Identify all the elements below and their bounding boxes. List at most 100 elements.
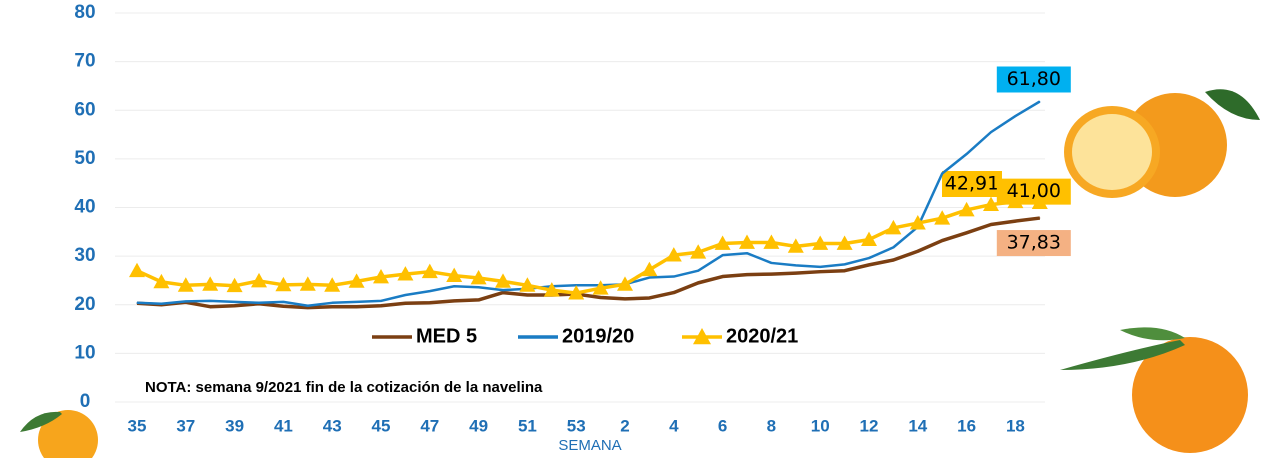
x-tick-label: 10 xyxy=(811,416,830,435)
point xyxy=(1039,101,1040,102)
point xyxy=(795,273,796,274)
point xyxy=(844,270,845,271)
point xyxy=(259,302,260,303)
point xyxy=(454,286,455,287)
point xyxy=(649,297,650,298)
point xyxy=(454,300,455,301)
point xyxy=(722,255,723,256)
point xyxy=(405,295,406,296)
x-tick-label: 47 xyxy=(420,416,439,435)
point xyxy=(429,291,430,292)
y-tick-label: 40 xyxy=(74,197,95,218)
point xyxy=(966,232,967,233)
chart: NOTA: semana 9/2021 fin de la cotización… xyxy=(0,0,1262,458)
point xyxy=(698,282,699,283)
x-tick-label: 53 xyxy=(567,416,586,435)
point xyxy=(991,224,992,225)
point xyxy=(747,253,748,254)
point xyxy=(381,300,382,301)
point xyxy=(332,302,333,303)
point xyxy=(600,297,601,298)
x-tick-label: 43 xyxy=(323,416,342,435)
x-tick-label: 51 xyxy=(518,416,537,435)
point xyxy=(283,301,284,302)
series-line xyxy=(137,218,1040,308)
orange-illustration xyxy=(1060,327,1248,453)
x-tick-label: 45 xyxy=(372,416,391,435)
point xyxy=(210,306,211,307)
point xyxy=(942,173,943,174)
point xyxy=(478,287,479,288)
point xyxy=(210,300,211,301)
point xyxy=(625,298,626,299)
point xyxy=(844,264,845,265)
point xyxy=(869,264,870,265)
value-label: 37,83 xyxy=(1007,232,1061,254)
y-tick-label: 20 xyxy=(74,294,95,315)
point xyxy=(966,154,967,155)
point xyxy=(527,295,528,296)
x-tick-label: 16 xyxy=(957,416,976,435)
marker xyxy=(129,263,145,277)
y-tick-label: 70 xyxy=(74,51,95,72)
legend-label: 2019/20 xyxy=(562,325,634,347)
point xyxy=(869,258,870,259)
point xyxy=(332,306,333,307)
point xyxy=(478,299,479,300)
legend-label: 2020/21 xyxy=(726,325,798,347)
x-tick-label: 41 xyxy=(274,416,293,435)
point xyxy=(1015,221,1016,222)
point xyxy=(307,307,308,308)
value-label: 61,80 xyxy=(1007,68,1061,90)
x-tick-label: 14 xyxy=(908,416,927,435)
point xyxy=(771,262,772,263)
point xyxy=(429,302,430,303)
point xyxy=(893,260,894,261)
point xyxy=(942,240,943,241)
point xyxy=(185,301,186,302)
x-tick-label: 12 xyxy=(860,416,879,435)
point xyxy=(698,270,699,271)
point xyxy=(356,301,357,302)
x-tick-label: 8 xyxy=(767,416,776,435)
annotation: 42,91 xyxy=(945,173,999,195)
point xyxy=(503,290,504,291)
point xyxy=(820,266,821,267)
x-tick-label: 49 xyxy=(469,416,488,435)
point xyxy=(795,265,796,266)
point xyxy=(673,276,674,277)
point xyxy=(1015,116,1016,117)
series-line xyxy=(137,101,1040,305)
y-tick-label: 30 xyxy=(74,245,95,266)
point xyxy=(893,247,894,248)
point xyxy=(137,302,138,303)
point xyxy=(307,305,308,306)
point xyxy=(649,277,650,278)
x-tick-label: 37 xyxy=(176,416,195,435)
point xyxy=(503,292,504,293)
point xyxy=(234,305,235,306)
point xyxy=(917,251,918,252)
y-tick-label: 80 xyxy=(74,2,95,23)
x-axis-label: SEMANA xyxy=(558,437,621,454)
x-tick-label: 2 xyxy=(620,416,629,435)
x-tick-label: 6 xyxy=(718,416,727,435)
point xyxy=(356,306,357,307)
x-tick-label: 4 xyxy=(669,416,679,435)
orange-illustration xyxy=(1064,89,1260,198)
point xyxy=(405,303,406,304)
point xyxy=(1039,218,1040,219)
x-tick-label: 35 xyxy=(128,416,147,435)
y-tick-label: 10 xyxy=(74,342,95,363)
point xyxy=(991,132,992,133)
point xyxy=(747,274,748,275)
note: NOTA: semana 9/2021 fin de la cotización… xyxy=(145,379,543,396)
point xyxy=(381,305,382,306)
value-label: 41,00 xyxy=(1007,180,1061,202)
marker xyxy=(641,262,657,276)
tangerine-illustration xyxy=(20,410,98,458)
point xyxy=(283,306,284,307)
y-tick-label: 50 xyxy=(74,148,95,169)
point xyxy=(161,303,162,304)
series-line xyxy=(137,202,1040,293)
